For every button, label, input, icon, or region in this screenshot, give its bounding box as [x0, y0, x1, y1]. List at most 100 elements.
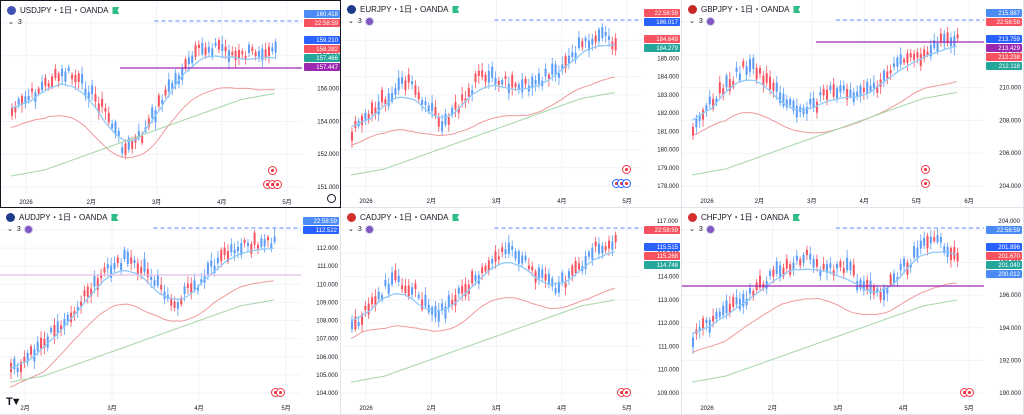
candle-body	[531, 76, 534, 89]
candle-body	[939, 236, 942, 243]
candle-body	[103, 267, 106, 273]
price-label: 212.118	[999, 64, 1021, 70]
event-marker-icon[interactable]	[273, 180, 282, 189]
gear-icon[interactable]	[327, 194, 336, 203]
candle-body	[481, 267, 484, 274]
symbol-header[interactable]: CHFJPY・1日・OANDA	[688, 212, 801, 223]
candle-body	[140, 267, 143, 274]
price-chart[interactable]: 188.000187.000185.000184.000183.000182.0…	[341, 0, 682, 208]
candle-body	[364, 305, 367, 311]
y-axis-tick: 180.000	[657, 148, 679, 154]
candle-body	[166, 294, 169, 299]
x-axis-tick: 5月	[282, 199, 291, 206]
candle-body	[113, 263, 116, 269]
symbol-header[interactable]: EURJPY・1日・OANDA	[347, 4, 460, 15]
chevron-down-icon[interactable]: ⌄	[689, 226, 695, 233]
symbol-header[interactable]: USDJPY・1日・OANDA	[7, 5, 120, 16]
candle-body	[193, 280, 196, 290]
candle-body	[504, 249, 507, 255]
chevron-down-icon[interactable]: ⌄	[7, 226, 13, 233]
symbol-header[interactable]: AUDJPY・1日・OANDA	[6, 212, 119, 223]
event-marker-icon[interactable]	[921, 179, 930, 188]
candle-body	[735, 297, 738, 305]
candle-body	[594, 35, 597, 43]
price-chart[interactable]: 202.000198.000196.000194.000192.000190.0…	[682, 208, 1024, 415]
indicator-count: 3	[16, 225, 21, 233]
chart-pane-gbpjpy[interactable]: 214.000212.000210.000208.000206.000204.0…	[682, 0, 1024, 208]
event-marker-icon[interactable]	[622, 388, 631, 397]
indicator-toggle[interactable]: ⌄ 3	[348, 17, 373, 25]
market-open-icon	[452, 214, 460, 221]
indicator-toggle[interactable]: ⌄ 3	[689, 17, 714, 25]
candle-body	[91, 85, 94, 95]
symbol-title: CADJPY・1日・OANDA	[360, 213, 449, 222]
candle-body	[587, 251, 590, 257]
price-label-bg	[986, 270, 1022, 278]
alert-icon[interactable]	[706, 17, 714, 25]
candle-body	[407, 74, 410, 83]
candle-body	[547, 273, 550, 285]
indicator-toggle[interactable]: ⌄ 3	[689, 225, 714, 233]
candle-body	[759, 68, 762, 74]
candle-body	[371, 102, 374, 115]
currency-flag-icon	[688, 5, 697, 14]
event-marker-icon[interactable]	[268, 166, 277, 175]
tradingview-logo-icon[interactable]: T▼	[6, 396, 22, 408]
chart-pane-cadjpy[interactable]: 117.000116.000114.000113.000112.000111.0…	[341, 208, 682, 415]
candle-body	[397, 77, 400, 91]
candle-body	[722, 305, 725, 316]
event-marker-icon[interactable]	[921, 165, 930, 174]
price-label-bg	[644, 9, 680, 17]
candle-body	[812, 258, 815, 268]
candle-body	[722, 88, 725, 96]
price-chart[interactable]: 117.000116.000114.000113.000112.000111.0…	[341, 208, 682, 415]
candle-body	[943, 33, 946, 44]
event-marker-icon[interactable]	[622, 179, 631, 188]
event-marker-icon[interactable]	[622, 165, 631, 174]
candle-body	[421, 299, 424, 310]
indicator-toggle[interactable]: ⌄ 3	[348, 225, 373, 233]
candle-body	[431, 307, 434, 315]
price-chart[interactable]: 113.000112.000111.000110.000109.000108.0…	[0, 208, 341, 415]
symbol-header[interactable]: CADJPY・1日・OANDA	[347, 212, 460, 223]
candle-body	[273, 236, 276, 243]
candle-body	[748, 59, 751, 72]
candle-body	[127, 137, 130, 150]
chart-pane-usdjpy[interactable]: 160.000158.000156.000154.000152.000151.0…	[0, 0, 341, 208]
chart-pane-eurjpy[interactable]: 188.000187.000185.000184.000183.000182.0…	[341, 0, 682, 208]
candle-body	[23, 356, 26, 362]
price-label-bg	[644, 18, 680, 26]
candle-body	[923, 49, 926, 59]
chevron-down-icon[interactable]: ⌄	[348, 226, 354, 233]
symbol-header[interactable]: GBPJPY・1日・OANDA	[688, 4, 801, 15]
price-chart[interactable]: 160.000158.000156.000154.000152.000151.0…	[1, 1, 341, 208]
candle-body	[401, 285, 404, 290]
price-label-bg	[986, 18, 1022, 26]
chart-pane-chfjpy[interactable]: 202.000198.000196.000194.000192.000190.0…	[682, 208, 1024, 415]
price-chart[interactable]: 214.000212.000210.000208.000206.000204.0…	[682, 0, 1024, 208]
event-marker-icon[interactable]	[276, 388, 285, 397]
event-marker-icon[interactable]	[965, 388, 974, 397]
candle-body	[17, 98, 20, 105]
candle-body	[584, 256, 587, 270]
indicator-toggle[interactable]: ⌄ 3	[7, 225, 32, 233]
chevron-down-icon[interactable]: ⌄	[8, 19, 14, 26]
candle-body	[46, 336, 49, 348]
y-axis-tick: 210.000	[999, 86, 1021, 92]
alert-icon[interactable]	[706, 225, 714, 233]
chart-pane-audjpy[interactable]: 113.000112.000111.000110.000109.000108.0…	[0, 208, 341, 415]
alert-icon[interactable]	[365, 17, 373, 25]
alert-icon[interactable]	[365, 225, 373, 233]
candle-body	[40, 337, 43, 349]
alert-icon[interactable]	[24, 225, 32, 233]
chevron-down-icon[interactable]: ⌄	[348, 18, 354, 25]
candle-body	[474, 275, 477, 281]
candle-body	[507, 242, 510, 254]
candle-body	[611, 41, 614, 50]
candle-body	[200, 279, 203, 284]
indicator-toggle[interactable]: ⌄ 3	[8, 18, 22, 27]
x-axis-tick: 2月	[87, 199, 96, 206]
chevron-down-icon[interactable]: ⌄	[689, 18, 695, 25]
y-axis-tick: 109.000	[316, 300, 338, 306]
candle-body	[257, 50, 260, 58]
